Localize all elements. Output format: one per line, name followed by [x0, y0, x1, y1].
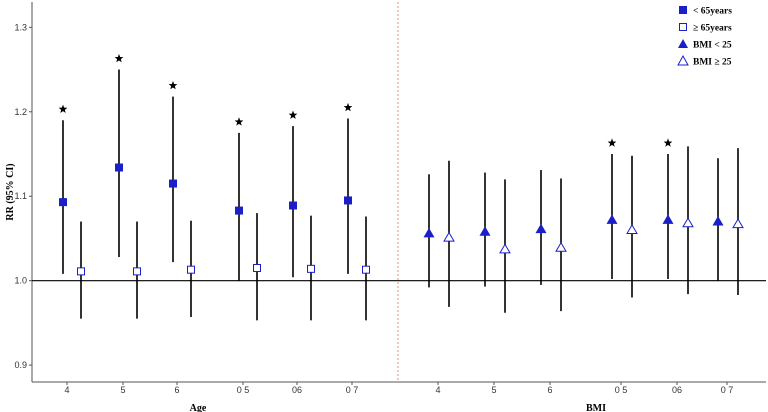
- significance-star-icon: [663, 138, 673, 147]
- point-marker: [732, 218, 744, 229]
- point-marker: [362, 265, 370, 274]
- point-marker: [344, 196, 352, 205]
- legend-label: BMI ≥ 25: [693, 58, 732, 68]
- y-tick-label: 1.3: [14, 22, 27, 32]
- point-marker: [187, 265, 195, 274]
- x-tick-label: 6: [547, 385, 552, 395]
- significance-star-icon: [343, 102, 353, 112]
- point-marker: [235, 206, 243, 215]
- point-marker: [626, 224, 638, 234]
- x-tick-label: 0 7: [721, 385, 734, 395]
- x-tick-label: 06: [672, 385, 682, 395]
- legend-label: ≥ 65years: [693, 24, 732, 34]
- y-axis-title: RR (95% CI): [5, 163, 16, 220]
- y-tick-label: 1.1: [14, 191, 27, 201]
- x-tick-label: 5: [120, 385, 125, 395]
- significance-star-icon: [58, 104, 68, 113]
- y-tick-label: 1.2: [14, 107, 27, 117]
- x-tick-label: 0 7: [346, 385, 359, 395]
- x-tick-label: 4: [435, 385, 440, 395]
- point-marker: [59, 198, 67, 207]
- point-marker: [289, 201, 297, 210]
- point-marker: [555, 241, 567, 252]
- x-tick-label: 0 5: [615, 385, 628, 395]
- significance-star-icon: [288, 110, 298, 119]
- legend-marker: [678, 39, 688, 48]
- legend-marker: [679, 6, 687, 14]
- point-marker: [712, 216, 724, 226]
- point-marker: [307, 264, 315, 273]
- series-group: [58, 53, 353, 281]
- panel-title: Age: [190, 403, 207, 412]
- x-tick-label: 5: [491, 385, 496, 395]
- point-marker: [443, 231, 455, 242]
- point-marker: [115, 163, 123, 172]
- point-marker: [253, 264, 261, 272]
- y-tick-label: 0.9: [14, 360, 27, 370]
- point-marker: [535, 223, 547, 234]
- series-group: [423, 138, 724, 288]
- point-marker: [682, 217, 694, 228]
- point-marker: [662, 214, 674, 224]
- point-marker: [133, 267, 141, 276]
- series-group: [77, 213, 370, 321]
- point-marker: [169, 179, 177, 188]
- x-tick-label: 6: [174, 385, 179, 395]
- legend: < 65years ≥ 65years BMI < 25 BMI ≥ 25: [677, 6, 732, 68]
- y-tick-label: 1.0: [14, 276, 27, 286]
- significance-star-icon: [114, 53, 124, 63]
- significance-star-icon: [607, 138, 617, 147]
- point-marker: [423, 227, 435, 238]
- x-tick-label: 0 5: [237, 385, 250, 395]
- point-marker: [479, 226, 491, 236]
- point-marker: [499, 243, 511, 254]
- x-tick-label: 06: [292, 385, 302, 395]
- significance-star-icon: [168, 80, 178, 90]
- point-marker: [606, 214, 618, 224]
- legend-marker: [679, 23, 687, 31]
- significance-star-icon: [234, 117, 244, 126]
- x-tick-label: 4: [64, 385, 69, 395]
- point-marker: [77, 267, 85, 276]
- legend-label: BMI < 25: [693, 41, 732, 51]
- legend-label: < 65years: [693, 7, 732, 17]
- legend-marker: [677, 54, 689, 66]
- panel-title: BMI: [586, 403, 606, 412]
- series-group: [443, 146, 744, 313]
